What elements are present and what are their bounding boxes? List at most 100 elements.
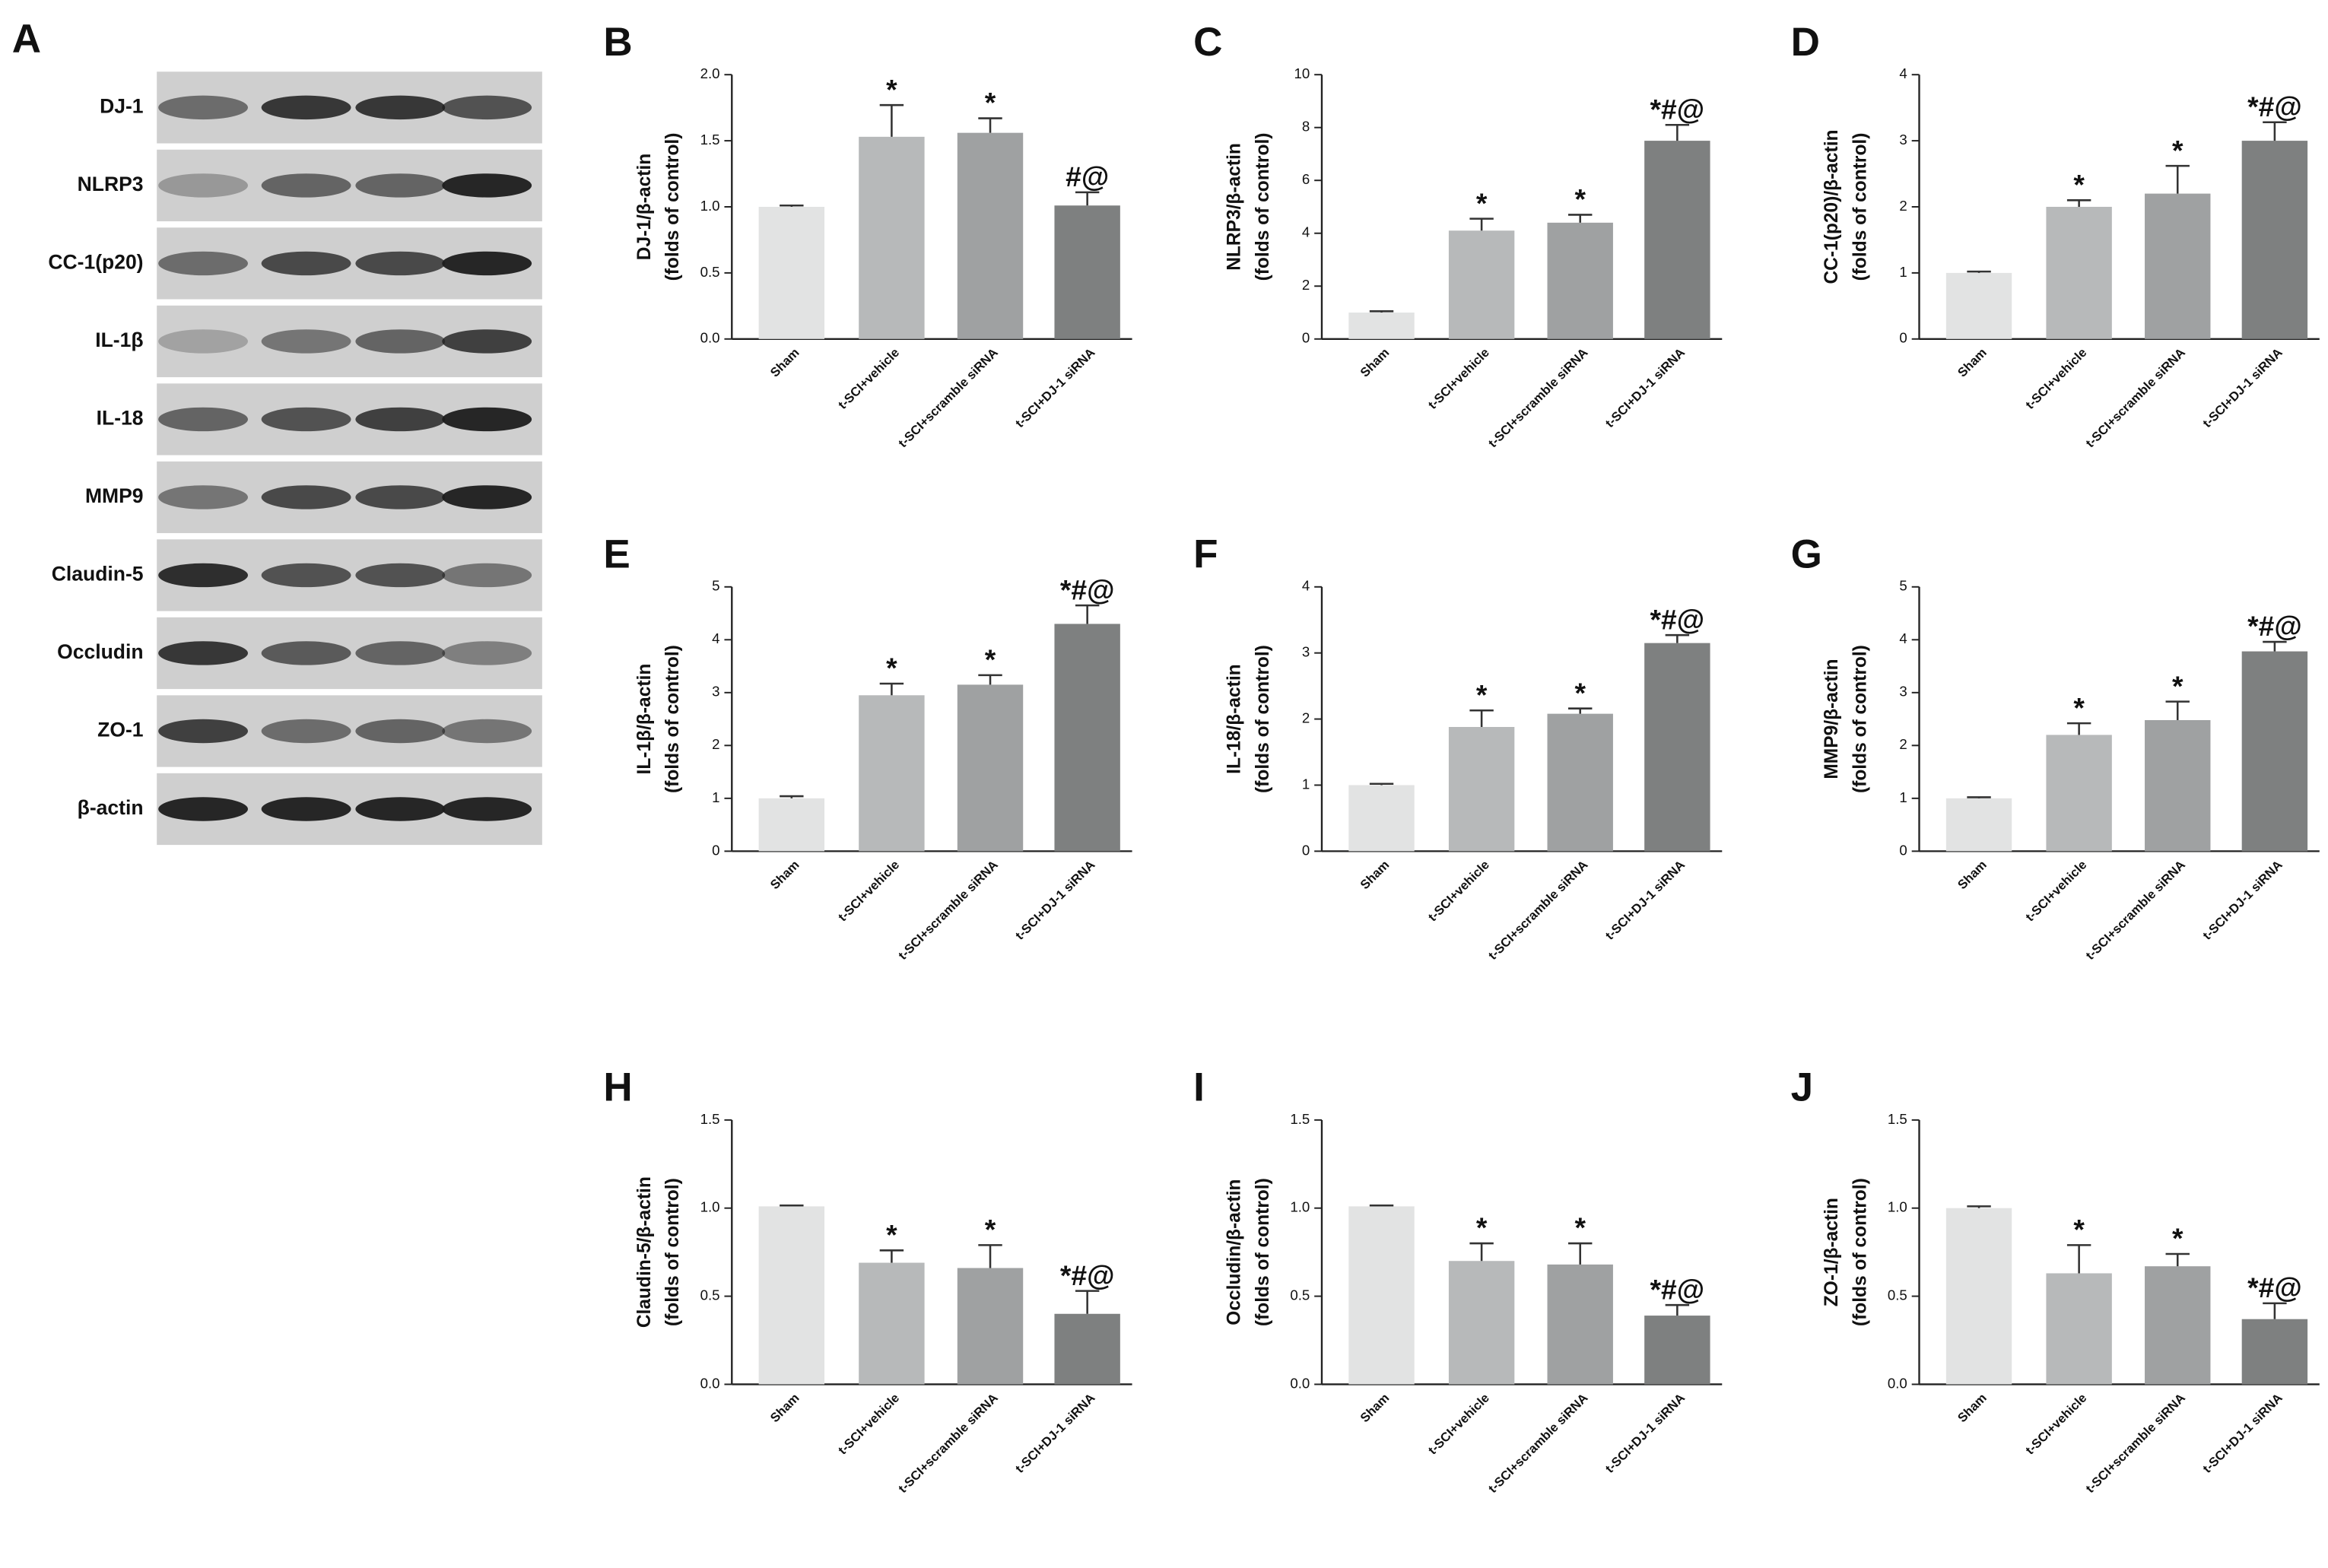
significance: * bbox=[1476, 678, 1488, 710]
significance: * bbox=[886, 1219, 897, 1251]
bar bbox=[1348, 785, 1415, 852]
blot-band bbox=[261, 797, 351, 821]
y-tick-label: 2 bbox=[712, 736, 719, 752]
blot-band bbox=[158, 173, 248, 198]
error-bar bbox=[1665, 123, 1690, 141]
error-bar bbox=[879, 1249, 904, 1263]
bar bbox=[957, 132, 1024, 339]
y-tick-label: 4 bbox=[1302, 224, 1310, 240]
bar bbox=[1945, 272, 2012, 339]
y-tick-label: 6 bbox=[1302, 171, 1310, 187]
error-bar bbox=[780, 204, 804, 207]
y-axis-label: (folds of control) bbox=[662, 645, 683, 793]
y-tick-label: 5 bbox=[1899, 578, 1907, 594]
y-axis-label: IL-18/β-actin bbox=[1224, 664, 1245, 773]
blot-band bbox=[355, 251, 446, 276]
x-tick-label: Sham bbox=[1358, 345, 1393, 380]
x-tick-label: Sham bbox=[767, 858, 802, 893]
x-tick-label: t-SCI+vehicle bbox=[2023, 1391, 2090, 1458]
blot-band bbox=[261, 719, 351, 744]
panel-letter: I bbox=[1193, 1065, 1205, 1110]
panel-letter: F bbox=[1193, 532, 1218, 577]
significance: * bbox=[2172, 134, 2183, 166]
x-tick-label: t-SCI+vehicle bbox=[2023, 345, 2090, 412]
y-axis-label: Occludin/β-actin bbox=[1224, 1179, 1245, 1325]
significance: * bbox=[1574, 677, 1586, 709]
x-tick-label: Sham bbox=[1358, 858, 1393, 893]
error-bar bbox=[2165, 1252, 2190, 1267]
x-tick-label: Sham bbox=[1358, 1391, 1393, 1426]
y-tick-label: 2 bbox=[1899, 198, 1907, 214]
x-tick-label: t-SCI+DJ-1 siRNA bbox=[1602, 1391, 1688, 1476]
blot-label: DJ-1 bbox=[100, 94, 143, 117]
bar bbox=[1547, 1264, 1613, 1385]
bar bbox=[2145, 719, 2211, 852]
error-bar bbox=[978, 674, 1002, 685]
x-tick-label: t-SCI+DJ-1 siRNA bbox=[1012, 858, 1097, 943]
bar bbox=[1054, 205, 1120, 339]
panel-letter: J bbox=[1791, 1065, 1814, 1110]
x-tick-label: t-SCI+scramble siRNA bbox=[895, 858, 1000, 963]
significance: * bbox=[1476, 1211, 1488, 1243]
bar bbox=[1547, 222, 1613, 339]
error-bar bbox=[1469, 217, 1494, 231]
y-tick-label: 8 bbox=[1302, 119, 1310, 135]
x-tick-label: t-SCI+DJ-1 siRNA bbox=[1602, 345, 1688, 430]
bar bbox=[859, 1262, 925, 1385]
x-tick-label: t-SCI+scramble siRNA bbox=[1485, 345, 1590, 450]
y-tick-label: 1.0 bbox=[700, 198, 720, 214]
significance: * bbox=[2172, 1222, 2183, 1254]
significance: * bbox=[1574, 183, 1586, 215]
significance: * bbox=[1574, 1211, 1586, 1243]
y-tick-label: 4 bbox=[712, 630, 719, 646]
blot-band bbox=[442, 563, 532, 588]
bar bbox=[2241, 651, 2308, 852]
blot-label: Occludin bbox=[57, 640, 143, 663]
bar bbox=[1448, 1261, 1515, 1385]
blot-band bbox=[442, 407, 532, 432]
x-tick-label: t-SCI+DJ-1 siRNA bbox=[1602, 858, 1688, 943]
y-tick-label: 0.5 bbox=[700, 1287, 720, 1303]
y-axis-label: (folds of control) bbox=[1850, 133, 1870, 281]
x-tick-label: t-SCI+scramble siRNA bbox=[2083, 858, 2188, 963]
y-axis-label: (folds of control) bbox=[1850, 645, 1870, 793]
blot-band bbox=[158, 485, 248, 509]
bar bbox=[1054, 624, 1120, 852]
error-bar bbox=[1568, 707, 1593, 714]
y-axis-label: Claudin-5/β-actin bbox=[634, 1176, 655, 1328]
x-tick-label: t-SCI+DJ-1 siRNA bbox=[2200, 858, 2285, 943]
y-tick-label: 0 bbox=[1899, 330, 1907, 346]
blot-label: Claudin-5 bbox=[52, 562, 144, 585]
error-bar bbox=[1469, 1242, 1494, 1262]
y-tick-label: 5 bbox=[712, 578, 719, 594]
blot-band bbox=[158, 251, 248, 276]
panel-letter: E bbox=[603, 532, 630, 577]
error-bar bbox=[780, 1204, 804, 1207]
significance: * bbox=[1476, 187, 1488, 219]
y-axis-label: DJ-1/β-actin bbox=[634, 154, 655, 260]
blot-band bbox=[442, 485, 532, 509]
y-tick-label: 1 bbox=[1899, 264, 1907, 280]
blot-band bbox=[158, 719, 248, 744]
significance: *#@ bbox=[2247, 90, 2302, 122]
y-tick-label: 3 bbox=[1302, 644, 1310, 660]
blot-band bbox=[355, 797, 446, 821]
blot-band bbox=[261, 95, 351, 120]
error-bar bbox=[2066, 1244, 2091, 1274]
blot-band bbox=[261, 329, 351, 354]
y-tick-label: 0.0 bbox=[700, 1375, 720, 1391]
x-tick-label: t-SCI+scramble siRNA bbox=[1485, 858, 1590, 963]
error-bar bbox=[1967, 796, 1991, 798]
blot-band bbox=[355, 173, 446, 198]
blot-band bbox=[442, 173, 532, 198]
blot-band bbox=[442, 329, 532, 354]
significance: * bbox=[886, 73, 897, 105]
significance: * bbox=[2073, 691, 2085, 723]
bar bbox=[1945, 798, 2012, 852]
error-bar bbox=[1568, 214, 1593, 223]
blot-band bbox=[158, 95, 248, 120]
blot-band bbox=[442, 251, 532, 276]
bar bbox=[1644, 141, 1710, 339]
y-tick-label: 1.5 bbox=[1888, 1111, 1907, 1127]
